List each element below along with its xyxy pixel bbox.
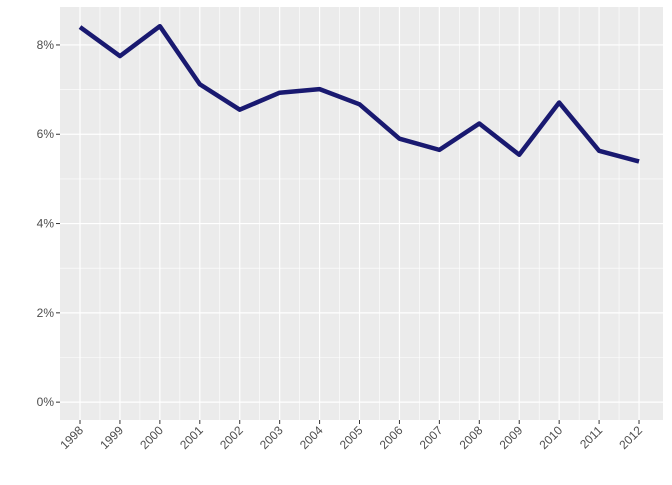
x-tick-label: 2009 [497, 423, 526, 452]
x-tick-label: 2005 [337, 423, 366, 452]
x-tick-label: 2000 [137, 423, 166, 452]
y-tick-label: 8% [37, 38, 55, 52]
x-tick-label: 2012 [616, 423, 645, 452]
y-tick-label: 6% [37, 127, 55, 141]
x-tick-label: 2011 [577, 423, 605, 451]
x-tick-label: 2006 [377, 423, 406, 452]
series-layer [78, 23, 640, 164]
x-tick-label: 2007 [417, 423, 446, 452]
x-tick-label: 1998 [57, 423, 86, 452]
x-tick-label: 2003 [257, 423, 286, 452]
y-tick-label: 0% [37, 395, 55, 409]
x-tick-label: 2001 [177, 423, 206, 452]
minor-gridlines [60, 7, 663, 420]
x-tick-label: 2010 [536, 423, 565, 452]
plot-panel [60, 7, 663, 420]
x-tick-label: 2002 [217, 423, 246, 452]
y-tick-label: 4% [37, 217, 55, 231]
x-tick-label: 1999 [97, 423, 126, 452]
series-line [78, 23, 640, 164]
x-axis: 1998 1999 2000 2001 2002 2003 2004 2005 2006 2007… [57, 420, 645, 452]
major-gridlines [60, 7, 663, 420]
y-axis: 0% 2% 4% 6% 8% [37, 38, 60, 409]
x-tick-label: 2008 [457, 423, 486, 452]
y-tick-label: 2% [37, 306, 55, 320]
x-tick-label: 2004 [297, 423, 326, 452]
